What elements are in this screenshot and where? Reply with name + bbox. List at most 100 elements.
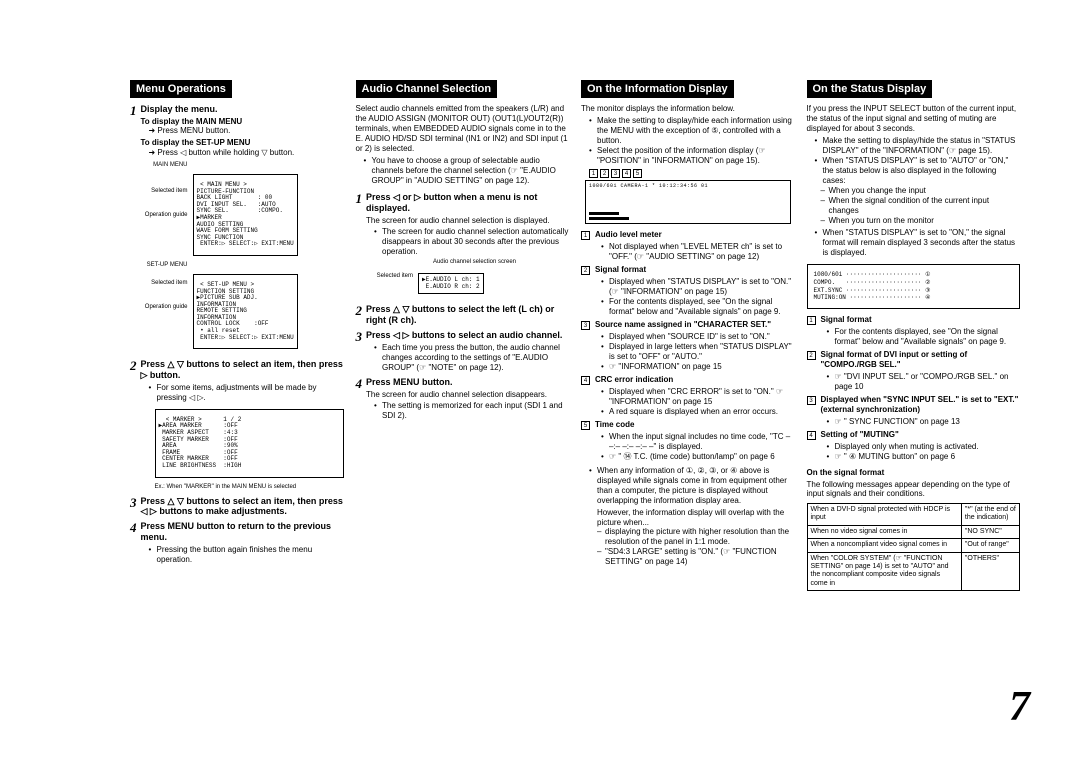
status-b2: When "STATUS DISPLAY" is set to "AUTO" o… (815, 156, 1021, 186)
sel-label-1: Selected item (141, 188, 188, 194)
column-audio-channel: Audio Channel Selection Select audio cha… (356, 80, 570, 591)
status-item-sub: For the contents displayed, see "On the … (827, 327, 1021, 347)
status-item-sub: ☞ " SYNC FUNCTION" on page 13 (827, 417, 1021, 427)
a-step-num-4: 4 (356, 377, 363, 421)
step1-line1b: ➜ Press MENU button. (141, 126, 344, 136)
a-step-num-3: 3 (356, 330, 363, 373)
info-item-sub: Displayed when "CRC ERROR" is set to "ON… (601, 387, 795, 407)
page-number: 7 (1009, 683, 1030, 731)
header-audio: Audio Channel Selection (356, 80, 498, 98)
info-tail1: When any information of ①, ②, ③, or ④ ab… (589, 466, 795, 506)
status-b3: When "STATUS DISPLAY" is set to "ON," th… (815, 228, 1021, 258)
status-item: 2Signal format of DVI input or setting o… (807, 350, 1021, 370)
column-info-display: On the Information Display The monitor d… (581, 80, 795, 591)
status-intro: If you press the INPUT SELECT button of … (807, 104, 1021, 134)
info-item-sub: Not displayed when "LEVEL METER ch" is s… (601, 242, 795, 262)
step1-title: Display the menu. (141, 104, 344, 115)
info-tail2: However, the information display will ov… (581, 508, 795, 527)
status-b1: Make the setting to display/hide the sta… (815, 136, 1021, 156)
table-cell: When no video signal comes in (807, 525, 961, 538)
info-tail-d1: displaying the picture with higher resol… (597, 527, 795, 547)
a-step4-title: Press MENU button. (366, 377, 569, 388)
table-title: On the signal format (807, 468, 885, 477)
a-step1-bullet: The screen for audio channel selection a… (374, 227, 569, 257)
marker-diagram: < MARKER > 1 / 2 ▶AREA MARKER :OFF MARKE… (155, 409, 344, 478)
info-screen-diagram: 1080/60i CAMERA-1 * 10:12:34:56 01 (585, 180, 791, 224)
step4-bullet: Pressing the button again finishes the m… (149, 545, 344, 565)
status-item: 1Signal format (807, 315, 1021, 325)
table-row: When a DVI-D signal protected with HDCP … (807, 503, 1020, 525)
info-item-sub: Displayed in large letters when "STATUS … (601, 342, 795, 362)
step-num-3: 3 (130, 496, 137, 518)
a-step4-sub: The screen for audio channel selection d… (366, 390, 569, 400)
step-num-4: 4 (130, 521, 137, 565)
a-step1-title: Press ◁ or ▷ button when a menu is not d… (366, 192, 569, 214)
info-item: 1Audio level meter (581, 230, 795, 240)
main-menu-diagram: < MAIN MENU > PICTURE-FUNCTION BACK LIGH… (193, 174, 298, 256)
info-item-sub: For the contents displayed, see "On the … (601, 297, 795, 317)
header-menu-ops: Menu Operations (130, 80, 232, 98)
table-row: When a noncompliant video signal comes i… (807, 539, 1020, 552)
table-row: When no video signal comes in"NO SYNC" (807, 525, 1020, 538)
info-item-sub: Displayed when "SOURCE ID" is set to "ON… (601, 332, 795, 342)
step2-bullet: For some items, adjustments will be made… (149, 383, 344, 403)
sel-label-2: Selected item (141, 280, 188, 286)
signal-format-table: When a DVI-D signal protected with HDCP … (807, 503, 1021, 591)
a-step4-bullet: The setting is memorized for each input … (374, 401, 569, 421)
op-label-1: Operation guide (141, 212, 188, 218)
info-item: 5Time code (581, 420, 795, 430)
step1-line2: To display the SET-UP MENU (141, 138, 251, 147)
info-item: 3Source name assigned in "CHARACTER SET.… (581, 320, 795, 330)
step3-title: Press △ ▽ buttons to select an item, the… (141, 496, 344, 518)
info-item-sub: A red square is displayed when an error … (601, 407, 795, 417)
info-item-sub: When the input signal includes no time c… (601, 432, 795, 452)
table-cell: When a DVI-D signal protected with HDCP … (807, 503, 961, 525)
a-sel-label: Selected item (366, 267, 416, 279)
table-cell: When a noncompliant video signal comes i… (807, 539, 961, 552)
a-diag-caption: Audio channel selection screen (380, 259, 569, 265)
status-d2: When the signal condition of the current… (821, 196, 1021, 216)
marker-caption: Ex.: When "MARKER" in the MAIN MENU is s… (155, 484, 344, 490)
audio-sel-diagram: ▶E.AUDIO L ch: 1 E.AUDIO R ch: 2 (418, 273, 484, 294)
step-num-2: 2 (130, 359, 137, 491)
info-item-sub: ☞ " ⑭ T.C. (time code) button/lamp" on p… (601, 452, 795, 462)
status-item-sub: Displayed only when muting is activated. (827, 442, 1021, 452)
audio-intro: Select audio channels emitted from the s… (356, 104, 570, 154)
a-step-num-2: 2 (356, 304, 363, 326)
header-info: On the Information Display (581, 80, 734, 98)
table-cell: "OTHERS" (961, 552, 1019, 591)
table-cell: "Out of range" (961, 539, 1019, 552)
info-b1: Make the setting to display/hide each in… (589, 116, 795, 146)
a-step3-bullet: Each time you press the button, the audi… (374, 343, 569, 373)
setup-menu-diagram: < SET-UP MENU > FUNCTION SETTING ▶PICTUR… (193, 274, 298, 349)
status-item: 3Displayed when "SYNC INPUT SEL." is set… (807, 395, 1021, 415)
step2-title: Press △ ▽ buttons to select an item, the… (141, 359, 344, 381)
status-diagram: 1080/60i ····················· ① COMPO. … (807, 264, 1021, 309)
column-status-display: On the Status Display If you press the I… (807, 80, 1021, 591)
info-intro: The monitor displays the information bel… (581, 104, 795, 114)
table-cell: When "COLOR SYSTEM" (☞ "FUNCTION SETTING… (807, 552, 961, 591)
table-intro: The following messages appear depending … (807, 480, 1021, 499)
a-step1-sub: The screen for audio channel selection i… (366, 216, 569, 226)
header-status: On the Status Display (807, 80, 933, 98)
step1-line1: To display the MAIN MENU (141, 117, 243, 126)
info-item: 2Signal format (581, 265, 795, 275)
status-d1: When you change the input (821, 186, 1021, 196)
status-item-sub: ☞ "DVI INPUT SEL." or "COMPO./RGB SEL." … (827, 372, 1021, 392)
info-tail-d2: "SD4:3 LARGE" setting is "ON." (☞ "FUNCT… (597, 547, 795, 567)
audio-intro-b: You have to choose a group of selectable… (364, 156, 570, 186)
a-step3-title: Press ◁ ▷ buttons to select an audio cha… (366, 330, 569, 341)
info-diag-line: 1080/60i CAMERA-1 * 10:12:34:56 01 (589, 183, 787, 189)
a-step-num-1: 1 (356, 192, 363, 300)
table-cell: "NO SYNC" (961, 525, 1019, 538)
step1-line2b: ➜ Press ◁ button while holding ▽ button. (141, 148, 344, 158)
status-d3: When you turn on the monitor (821, 216, 1021, 226)
info-item-sub: Displayed when "STATUS DISPLAY" is set t… (601, 277, 795, 297)
status-item-sub: ☞ " ④ MUTING button" on page 6 (827, 452, 1021, 462)
step4-title: Press MENU button to return to the previ… (141, 521, 344, 543)
a-step2-title: Press △ ▽ buttons to select the left (L … (366, 304, 569, 326)
op-label-2: Operation guide (141, 304, 188, 310)
info-b2: Select the position of the information d… (589, 146, 795, 166)
table-row: When "COLOR SYSTEM" (☞ "FUNCTION SETTING… (807, 552, 1020, 591)
status-item: 4Setting of "MUTING" (807, 430, 1021, 440)
